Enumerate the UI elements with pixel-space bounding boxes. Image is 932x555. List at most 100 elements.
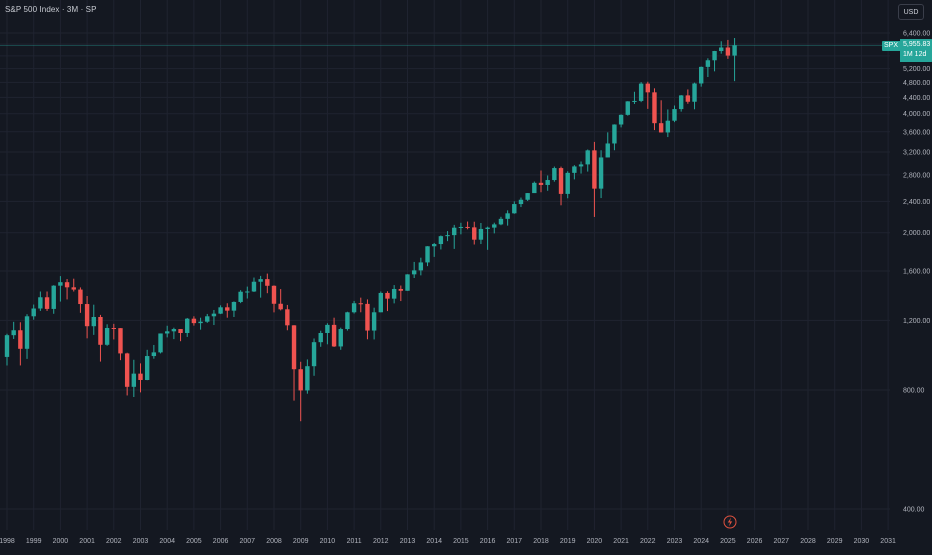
candle-body [405, 274, 410, 291]
y-tick-label: 5,200.00 [903, 66, 930, 73]
candle-body [305, 366, 310, 391]
candle-body [205, 316, 210, 322]
lightning-icon[interactable] [723, 515, 737, 529]
candle [398, 285, 404, 302]
x-tick-label: 2012 [373, 538, 389, 545]
candle-body [625, 101, 630, 115]
candle-body [245, 291, 250, 293]
candle [124, 352, 130, 396]
chart-title: S&P 500 Index · 3M · SP [5, 5, 97, 14]
candle [285, 304, 290, 331]
x-tick-label: 2016 [480, 538, 496, 545]
candle [64, 279, 70, 300]
time-axis-background [0, 530, 932, 550]
candle-body [358, 303, 363, 305]
candle [612, 124, 617, 151]
candle [658, 100, 664, 133]
candle [645, 81, 650, 109]
candle [465, 221, 470, 230]
candle-body [11, 330, 16, 336]
x-tick-label: 2028 [800, 538, 816, 545]
candle-body [418, 262, 424, 271]
candle-body [138, 373, 143, 380]
candle [311, 338, 317, 376]
candle [305, 359, 310, 394]
x-tick-label: 2030 [854, 538, 870, 545]
candle [104, 324, 110, 346]
candle-body [118, 328, 123, 354]
candle-body [552, 168, 557, 181]
candle-body [238, 291, 243, 302]
x-tick-label: 2005 [186, 538, 202, 545]
candle-body [144, 356, 150, 380]
candle [265, 273, 270, 294]
candle-body [365, 303, 370, 331]
candle-body [91, 316, 96, 327]
candle-body [565, 172, 570, 194]
candle [111, 323, 116, 340]
currency-button[interactable]: USD [898, 4, 924, 20]
candle-body [198, 321, 203, 324]
candle [271, 285, 277, 313]
x-tick-label: 1998 [0, 538, 15, 545]
candle-body [505, 213, 510, 219]
candle-body [64, 282, 70, 288]
candle [652, 88, 657, 131]
candle-body [712, 51, 717, 61]
candle-body [438, 236, 444, 245]
candle-body [585, 150, 590, 165]
candle [365, 299, 370, 340]
candle [371, 307, 377, 340]
x-tick-label: 2018 [533, 538, 549, 545]
candle-body [78, 289, 83, 305]
candle-body [478, 228, 484, 240]
candle [418, 257, 424, 276]
candle [231, 301, 237, 317]
candle [638, 82, 644, 103]
time-axis[interactable]: 1998 1999 2000 2001 2002 2003 2004 2005 2006 2007… [0, 538, 896, 545]
candle-body [445, 235, 450, 237]
candle [225, 303, 230, 318]
candle-body [452, 227, 457, 236]
candle [665, 109, 671, 138]
candle [492, 222, 497, 234]
y-tick-label: 1,200.00 [903, 318, 930, 325]
x-tick-label: 2017 [507, 538, 523, 545]
candle-body [498, 218, 504, 225]
candle-body [391, 288, 397, 299]
y-tick-label: 2,400.00 [903, 199, 930, 206]
x-tick-label: 2013 [400, 538, 416, 545]
candle [445, 231, 450, 242]
candle [171, 327, 177, 340]
candle [478, 223, 484, 245]
candle [605, 132, 610, 158]
candle-body [111, 327, 116, 329]
candle-body [411, 270, 417, 275]
candle-body [658, 123, 664, 133]
candle-body [258, 279, 263, 282]
y-tick-label: 3,600.00 [903, 129, 930, 136]
candle-body [271, 285, 277, 304]
y-tick-label: 6,400.00 [903, 31, 930, 38]
candle-body [225, 307, 230, 311]
candle [191, 316, 197, 326]
candle-body [231, 301, 237, 311]
candle-body [265, 279, 270, 286]
candle-body [719, 47, 724, 52]
candle [238, 290, 243, 304]
candle-body [458, 226, 464, 228]
candle [545, 175, 550, 191]
x-tick-label: 2022 [640, 538, 656, 545]
candle [592, 141, 597, 217]
x-tick-label: 2014 [426, 538, 442, 545]
candles[interactable] [4, 38, 737, 422]
candle [378, 291, 383, 313]
y-tick-label: 400.00 [903, 507, 925, 514]
candle-body [678, 95, 684, 110]
x-tick-label: 2026 [747, 538, 763, 545]
price-axis[interactable]: 400.00 800.00 1,200.00 1,600.00 2,000.00 2,40… [903, 31, 930, 514]
last-price-value: 5,955.83 [903, 41, 931, 49]
candle [391, 285, 397, 304]
